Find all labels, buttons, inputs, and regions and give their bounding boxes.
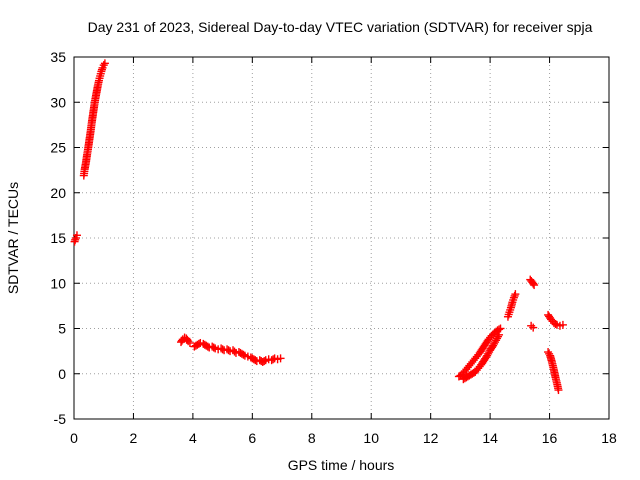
x-tick-label: 4 bbox=[189, 430, 197, 446]
data-point bbox=[509, 293, 518, 302]
x-tick-label: 16 bbox=[542, 430, 558, 446]
x-tick-label: 8 bbox=[308, 430, 316, 446]
y-tick-label: 5 bbox=[58, 321, 66, 337]
y-tick-label: 25 bbox=[50, 140, 66, 156]
x-tick-label: 18 bbox=[601, 430, 617, 446]
y-tick-label: 0 bbox=[58, 366, 66, 382]
data-point bbox=[529, 323, 538, 332]
data-point bbox=[100, 59, 109, 68]
chart-title: Day 231 of 2023, Sidereal Day-to-day VTE… bbox=[88, 19, 593, 35]
data-point bbox=[495, 330, 504, 339]
y-tick-label: 20 bbox=[50, 185, 66, 201]
data-point bbox=[558, 320, 567, 329]
data-point bbox=[276, 354, 285, 363]
data-point bbox=[529, 279, 538, 288]
data-point bbox=[72, 231, 81, 240]
data-point bbox=[527, 321, 536, 330]
data-point bbox=[545, 349, 554, 358]
data-point bbox=[554, 386, 563, 395]
x-tick-label: 6 bbox=[248, 430, 256, 446]
x-tick-label: 14 bbox=[482, 430, 498, 446]
y-tick-label: 30 bbox=[50, 94, 66, 110]
y-tick-label: 10 bbox=[50, 275, 66, 291]
data-point bbox=[530, 281, 539, 290]
x-tick-label: 2 bbox=[130, 430, 138, 446]
x-tick-label: 12 bbox=[423, 430, 439, 446]
data-point bbox=[511, 290, 520, 299]
data-point bbox=[185, 338, 194, 347]
y-tick-label: -5 bbox=[54, 411, 67, 427]
data-point bbox=[99, 61, 108, 70]
data-point bbox=[496, 324, 505, 333]
y-tick-label: 15 bbox=[50, 230, 66, 246]
x-tick-label: 10 bbox=[363, 430, 379, 446]
y-axis-label: SDTVAR / TECUs bbox=[5, 182, 21, 294]
data-point bbox=[239, 350, 248, 359]
x-axis-label: GPS time / hours bbox=[288, 457, 395, 473]
data-marks bbox=[70, 59, 567, 395]
data-point bbox=[184, 337, 193, 346]
y-tick-label: 35 bbox=[50, 49, 66, 65]
grid bbox=[74, 57, 609, 419]
data-point bbox=[209, 343, 218, 352]
x-tick-label: 0 bbox=[70, 430, 78, 446]
data-point bbox=[510, 291, 519, 300]
data-point bbox=[494, 332, 503, 341]
data-point bbox=[551, 319, 560, 328]
data-point bbox=[260, 357, 269, 366]
